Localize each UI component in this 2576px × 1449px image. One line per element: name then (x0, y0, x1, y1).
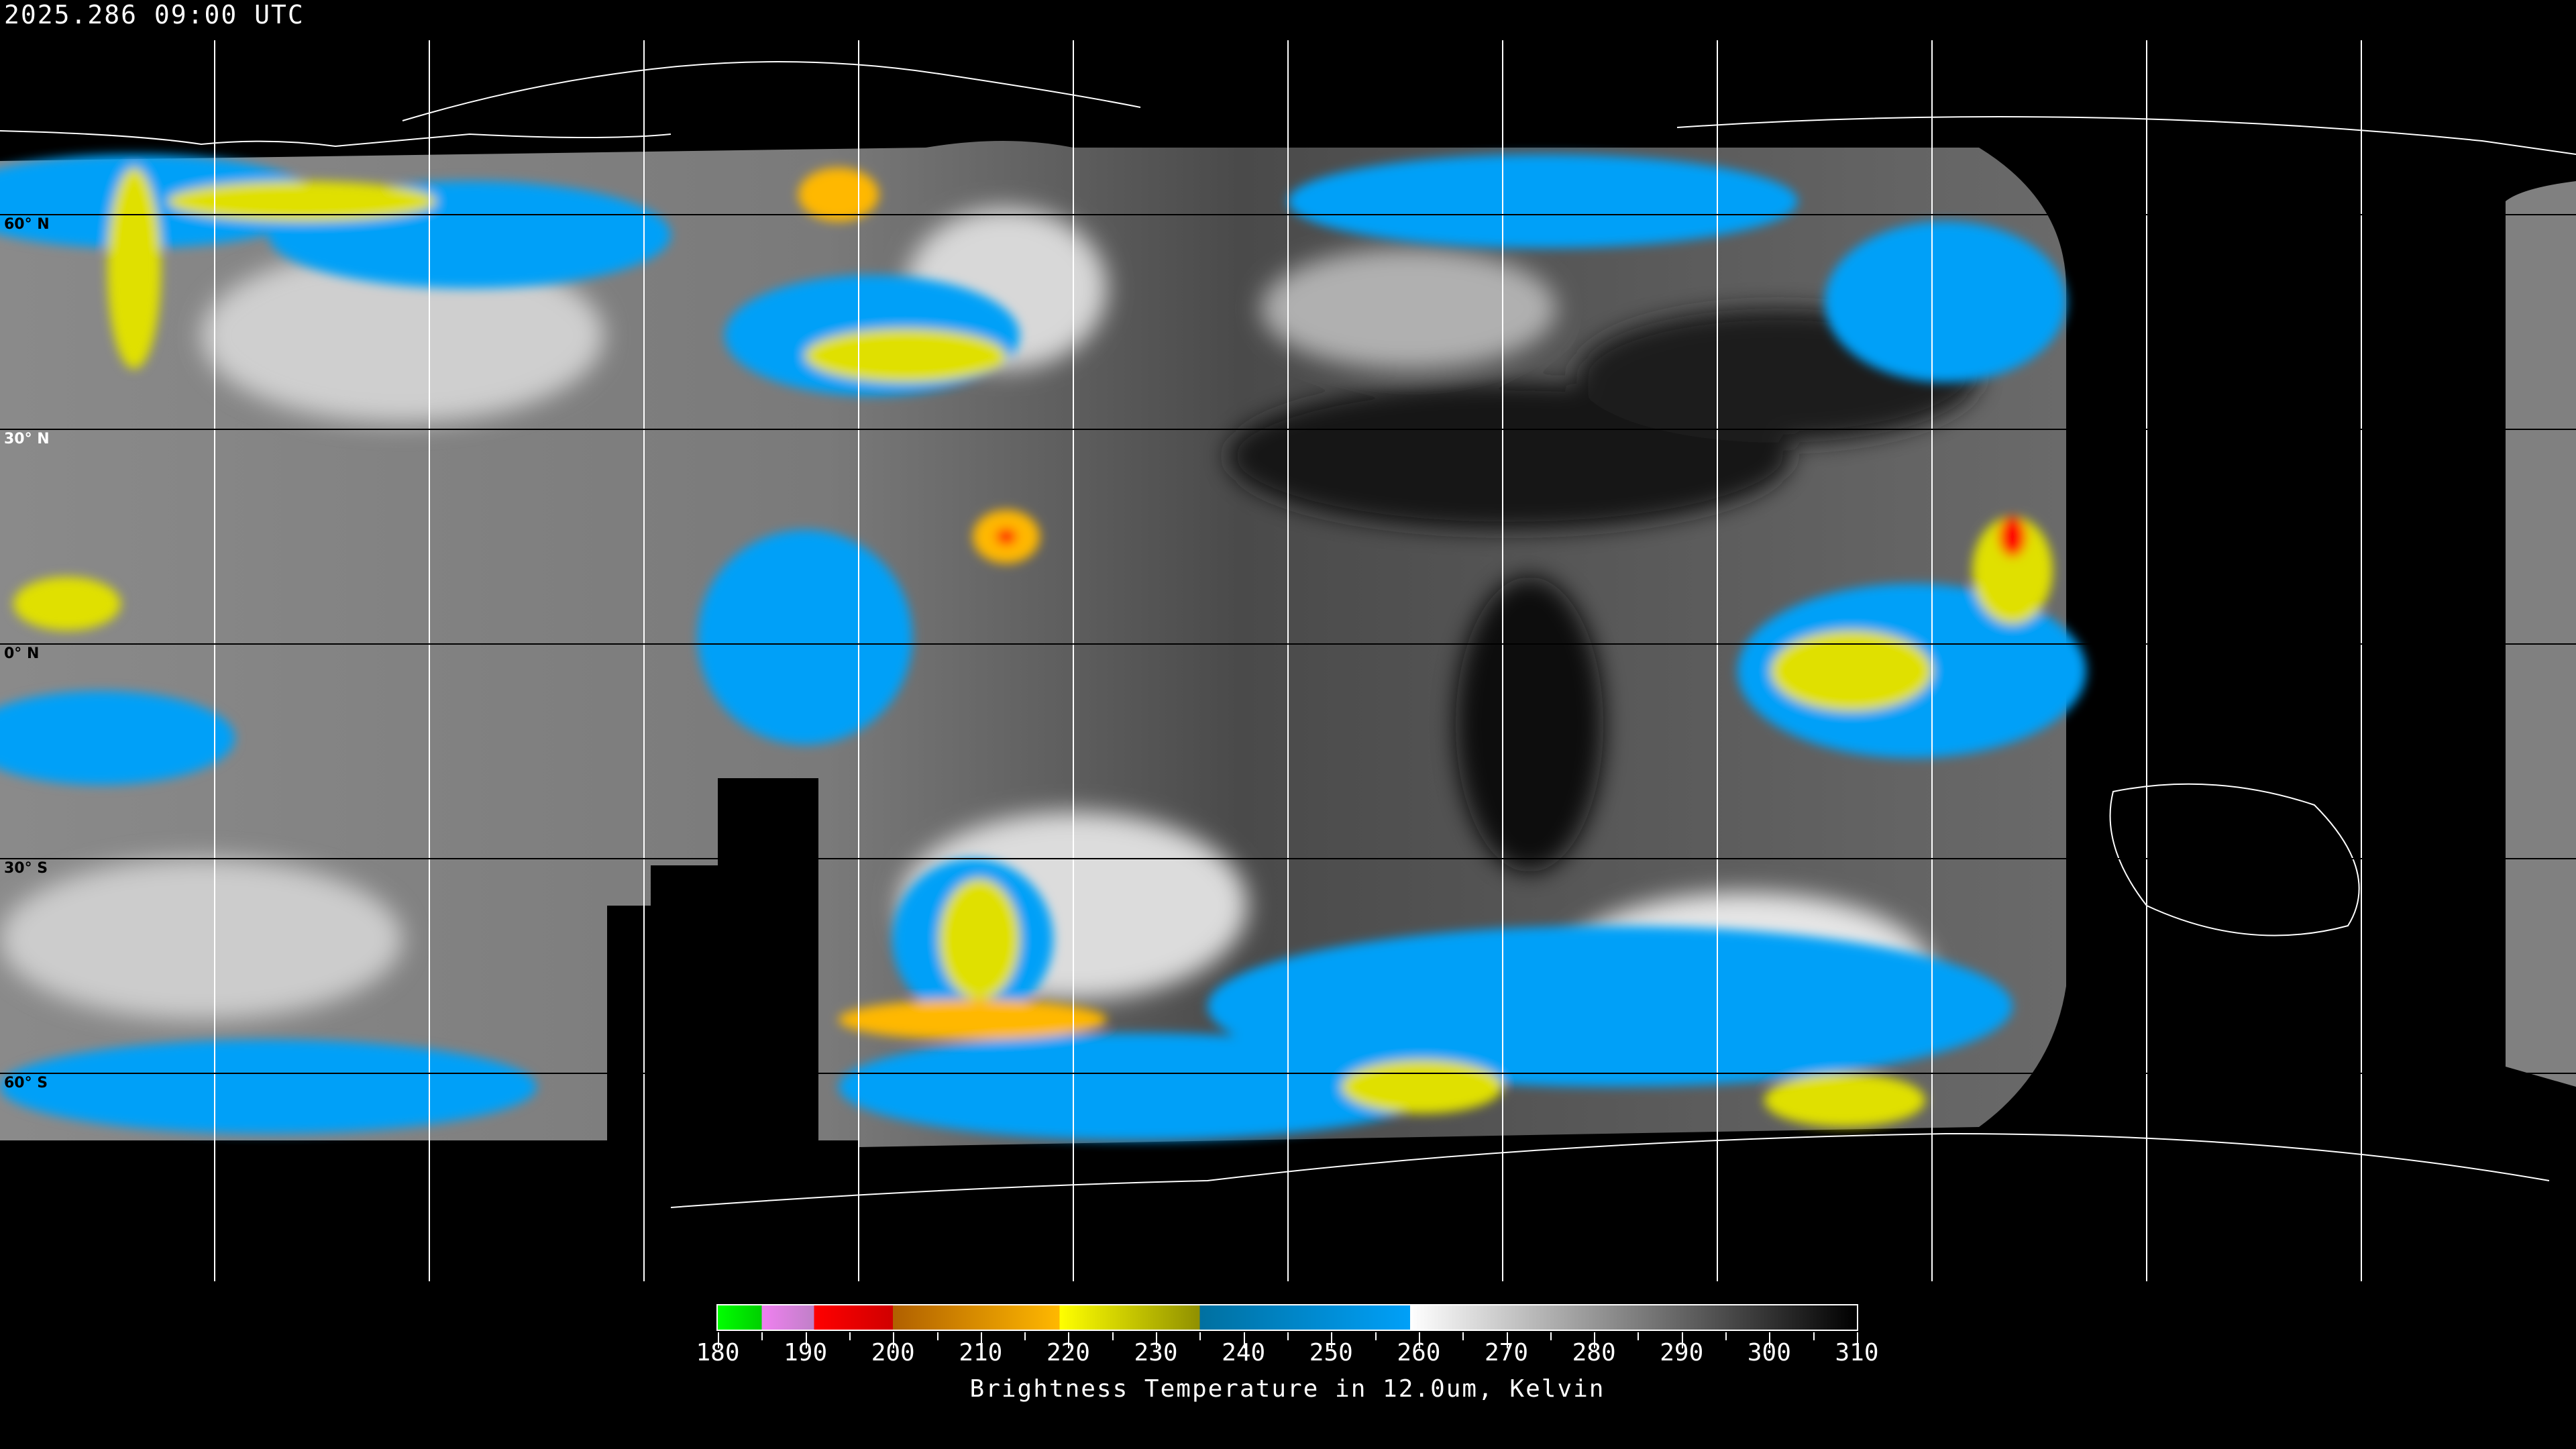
colorbar-tick-label: 190 (784, 1339, 828, 1366)
lat-label-30n: 30° N (4, 431, 50, 447)
colorbar-tick (1681, 1332, 1683, 1348)
colorbar-tick (849, 1332, 851, 1340)
satellite-map (0, 40, 2576, 1281)
colorbar-tick (1857, 1332, 1858, 1348)
colorbar-tick (1112, 1332, 1114, 1340)
colorbar-tick-label: 280 (1572, 1339, 1616, 1366)
colorbar-tick (1375, 1332, 1377, 1340)
colorbar-tick-label: 300 (1747, 1339, 1791, 1366)
graticule (0, 40, 2576, 1281)
colorbar-tick (1813, 1332, 1815, 1340)
colorbar-tick (1024, 1332, 1026, 1340)
colorbar-tick (1068, 1332, 1070, 1348)
colorbar-tick-label: 290 (1660, 1339, 1704, 1366)
colorbar-tick (805, 1332, 807, 1348)
colorbar-tick-label: 210 (959, 1339, 1003, 1366)
colorbar-tick (1156, 1332, 1158, 1348)
colorbar-tick-label: 270 (1485, 1339, 1529, 1366)
colorbar-tick-label: 240 (1222, 1339, 1266, 1366)
colorbar-tick (1594, 1332, 1596, 1348)
timestamp-title: 2025.286 09:00 UTC (4, 0, 305, 30)
colorbar-tick (761, 1332, 763, 1340)
lat-label-0n: 0° N (4, 645, 40, 662)
lat-label-30s: 30° S (4, 860, 48, 877)
colorbar-tick (893, 1332, 895, 1348)
colorbar-tick (1638, 1332, 1640, 1340)
colorbar-title: Brightness Temperature in 12.0um, Kelvin (969, 1375, 1605, 1403)
colorbar-tick (1287, 1332, 1289, 1340)
colorbar-tick-label: 220 (1046, 1339, 1090, 1366)
colorbar-tick-label: 260 (1397, 1339, 1441, 1366)
colorbar-tick-label: 200 (871, 1339, 915, 1366)
colorbar-tick-label: 310 (1835, 1339, 1879, 1366)
colorbar-tick-label: 230 (1134, 1339, 1178, 1366)
colorbar-tick (1506, 1332, 1508, 1348)
colorbar-tick (1725, 1332, 1727, 1340)
colorbar-tick (936, 1332, 938, 1340)
colorbar-tick-label: 250 (1309, 1339, 1353, 1366)
colorbar-tick (1462, 1332, 1464, 1340)
colorbar-tick (1418, 1332, 1420, 1348)
colorbar-tick (1331, 1332, 1333, 1348)
colorbar-tick (1243, 1332, 1245, 1348)
colorbar-tick (980, 1332, 982, 1348)
colorbar-tick (1199, 1332, 1201, 1340)
colorbar-tick (718, 1332, 719, 1348)
colorbar (716, 1304, 1858, 1331)
lat-label-60s: 60° S (4, 1075, 48, 1091)
colorbar-tick (1550, 1332, 1552, 1340)
lat-label-60n: 60° N (4, 216, 50, 233)
coastlines (0, 61, 2576, 1208)
colorbar-tick-label: 180 (696, 1339, 740, 1366)
colorbar-tick (1769, 1332, 1771, 1348)
